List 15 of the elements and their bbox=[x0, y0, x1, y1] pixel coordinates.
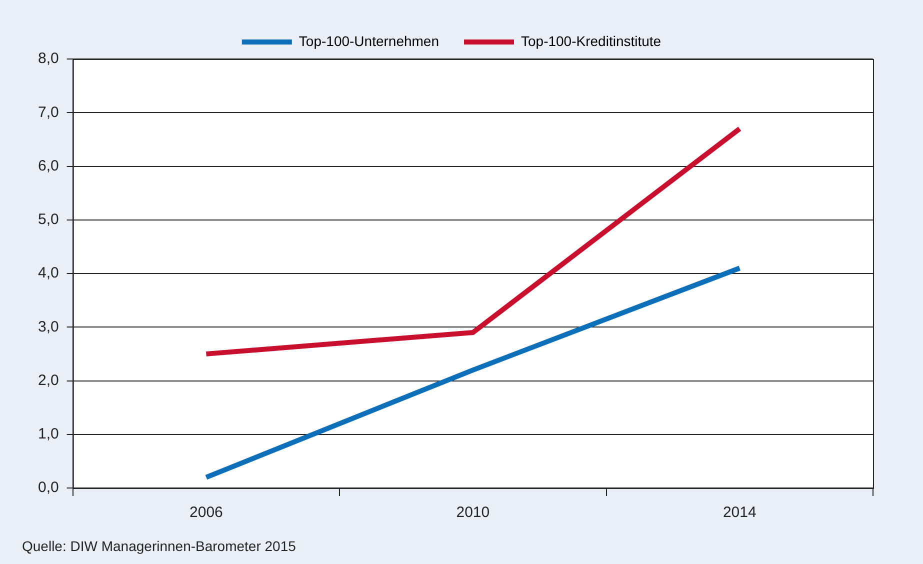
y-tick-label: 3,0 bbox=[38, 318, 59, 336]
x-tick-label: 2010 bbox=[456, 504, 490, 522]
y-tick-label: 4,0 bbox=[38, 264, 59, 282]
y-tick-label: 8,0 bbox=[38, 50, 59, 68]
legend-label: Top-100-Unternehmen bbox=[298, 32, 440, 49]
y-tick-label: 6,0 bbox=[38, 157, 59, 174]
y-tick-label: 1,0 bbox=[38, 426, 59, 443]
source-note: Quelle: DIW Managerinnen-Barometer 2015 bbox=[22, 538, 296, 554]
legend-label: Top-100-Kreditinstitute bbox=[521, 32, 662, 49]
y-tick-label: 5,0 bbox=[38, 211, 59, 228]
y-tick-label: 7,0 bbox=[38, 104, 59, 121]
y-tick-label: 2,0 bbox=[38, 372, 59, 389]
x-tick-label: 2014 bbox=[722, 504, 756, 522]
x-tick-label: 2006 bbox=[190, 504, 223, 522]
y-tick-label: 0,0 bbox=[38, 479, 59, 496]
